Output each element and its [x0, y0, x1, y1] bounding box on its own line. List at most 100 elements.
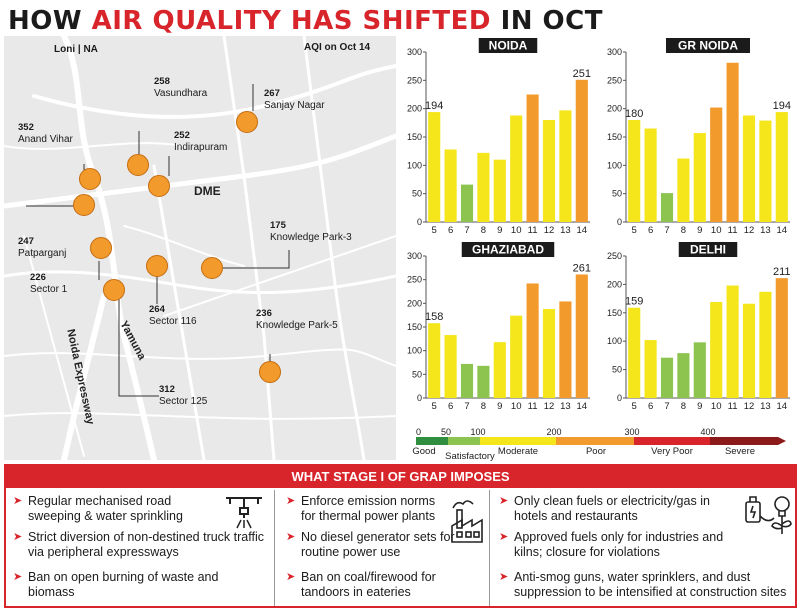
- y-tick-label: 200: [407, 298, 422, 308]
- map-location-name: Knowledge Park-3: [270, 232, 352, 243]
- legend-band-label: Satisfactory: [445, 451, 495, 461]
- x-tick-label: 13: [760, 225, 771, 236]
- y-tick-label: 100: [407, 160, 422, 170]
- headline: HOW AIR QUALITY HAS SHIFTED IN OCT: [8, 4, 603, 38]
- map-marker: [79, 168, 101, 190]
- grap-item: ➤ Regular mechanised road sweeping & wate…: [13, 494, 183, 523]
- bar: [693, 133, 706, 222]
- map-marker: [90, 237, 112, 259]
- bar: [726, 285, 739, 398]
- x-tick-label: 12: [544, 401, 555, 412]
- bar: [526, 94, 539, 222]
- chart-title: NOIDA: [489, 39, 528, 53]
- bar: [444, 335, 457, 398]
- data-label: 211: [773, 266, 791, 278]
- map-marker: [201, 257, 223, 279]
- x-tick-label: 11: [528, 401, 538, 412]
- bar: [644, 340, 657, 398]
- y-tick-label: 150: [407, 132, 422, 142]
- map-marker: [127, 154, 149, 176]
- data-label: 159: [625, 296, 643, 308]
- y-tick-label: 0: [617, 393, 622, 403]
- bar: [526, 283, 539, 398]
- bar: [460, 363, 474, 398]
- legend-tick-label: 200: [546, 427, 561, 437]
- map-marker: [146, 255, 168, 277]
- x-tick-label: 13: [560, 225, 571, 236]
- bar: [742, 115, 756, 222]
- y-tick-label: 200: [607, 279, 622, 289]
- x-tick-label: 10: [711, 401, 722, 412]
- x-tick-label: 9: [497, 401, 502, 412]
- legend-band: [634, 437, 710, 445]
- map-marker: [103, 279, 125, 301]
- x-tick-label: 6: [648, 401, 653, 412]
- grap-item: ➤ Anti-smog guns, water sprinklers, and d…: [499, 570, 787, 599]
- grap-item: ➤ Approved fuels only for industries and …: [499, 530, 724, 559]
- x-tick-label: 7: [464, 401, 469, 412]
- map-location-name: Vasundhara: [154, 88, 208, 99]
- map-location-aqi: 236: [256, 308, 272, 319]
- chart-title-badge: [461, 242, 555, 257]
- y-tick-label: 150: [607, 132, 622, 142]
- legend-band-label: Severe: [725, 446, 755, 457]
- bar: [628, 307, 641, 398]
- bar: [428, 323, 441, 398]
- bar: [493, 159, 506, 222]
- grap-column-1: ➤ Regular mechanised road sweeping & wate…: [6, 490, 274, 606]
- bar: [542, 309, 556, 398]
- chart-title-badge: [478, 38, 538, 53]
- bar: [559, 301, 572, 398]
- x-tick-label: 9: [497, 225, 502, 236]
- bar: [477, 365, 490, 398]
- x-tick-label: 10: [511, 225, 522, 236]
- legend-band-label: Good: [412, 446, 435, 457]
- map-location-name: Knowledge Park-5: [256, 320, 338, 331]
- bar: [428, 112, 441, 222]
- x-tick-label: 8: [481, 401, 486, 412]
- x-tick-label: 5: [432, 225, 437, 236]
- y-tick-label: 250: [407, 75, 422, 85]
- y-tick-label: 300: [407, 251, 422, 261]
- bar: [660, 357, 674, 398]
- chart-title: GHAZIABAD: [472, 243, 544, 257]
- x-tick-label: 14: [577, 401, 588, 412]
- x-tick-label: 8: [681, 401, 686, 412]
- y-tick-label: 300: [607, 47, 622, 57]
- grap-item: ➤ Ban on open burning of waste and biomas…: [13, 570, 219, 599]
- factory-icon: [451, 500, 483, 543]
- x-tick-label: 14: [777, 401, 788, 412]
- map-location-name: Anand Vihar: [18, 134, 73, 145]
- bar: [644, 128, 657, 222]
- x-tick-label: 11: [728, 401, 738, 412]
- map-location-aqi: 247: [18, 236, 34, 247]
- bar: [542, 120, 556, 222]
- legend-band-label: Very Poor: [651, 446, 693, 457]
- y-tick-label: 0: [417, 217, 422, 227]
- aqi-legend: 0 50 100 200 300 400 Good Satisfactory Moderate P…: [412, 427, 786, 461]
- map-location-name: Sanjay Nagar: [264, 100, 325, 111]
- legend-tick-label: 300: [624, 427, 639, 437]
- x-tick-label: 8: [481, 225, 486, 236]
- map-location-name: Sector 116: [149, 316, 197, 327]
- aqi-map: Loni | NA AQI on Oct 14 DME Yamuna Noida…: [4, 36, 396, 460]
- legend-band: [480, 437, 556, 445]
- bar: [693, 342, 706, 398]
- y-tick-label: 250: [607, 251, 622, 261]
- legend-band-label: Poor: [586, 446, 606, 457]
- x-tick-label: 12: [744, 401, 755, 412]
- bar: [759, 120, 772, 222]
- legend-tick-label: 400: [700, 427, 715, 437]
- map-location-aqi: 258: [154, 76, 170, 87]
- map-location-aqi: 252: [174, 130, 190, 141]
- map-marker: [148, 175, 170, 197]
- grap-item: ➤ Strict diversion of non-destined truck …: [13, 530, 264, 559]
- map-location-aqi: 352: [18, 122, 34, 133]
- grap-item: ➤ Ban on coal/firewood for tandoors in ea…: [286, 570, 436, 599]
- map-location-aqi: 267: [264, 88, 280, 99]
- bar: [726, 62, 739, 223]
- y-tick-label: 300: [407, 47, 422, 57]
- grap-title: WHAT STAGE I OF GRAP IMPOSES: [6, 466, 795, 488]
- x-tick-label: 6: [448, 401, 453, 412]
